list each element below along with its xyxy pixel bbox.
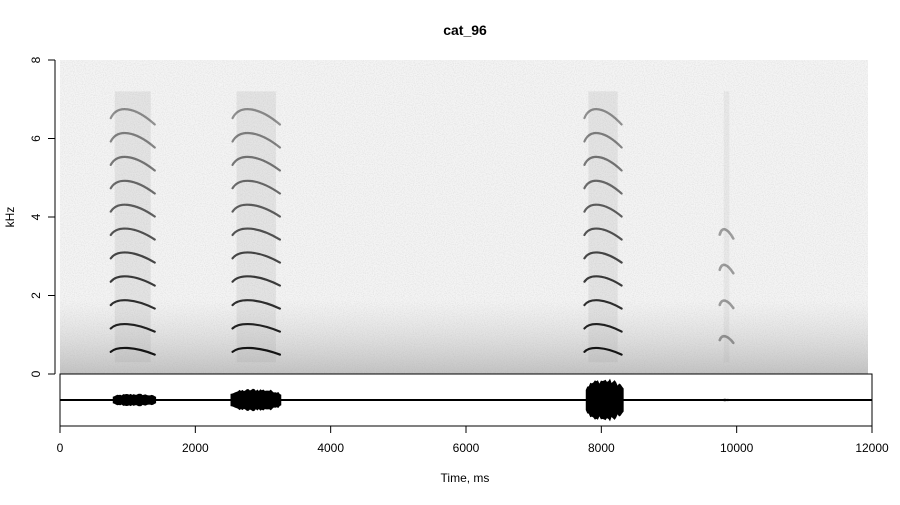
- harmonic-line: [109, 227, 156, 241]
- y-ticks: 0 2 4 6 8: [29, 56, 55, 377]
- call-smear: [114, 91, 151, 363]
- x-tick-label: 10000: [720, 441, 754, 455]
- harmonic-line: [583, 132, 623, 149]
- y-tick-label: 4: [29, 213, 43, 220]
- call-4: [718, 91, 735, 363]
- y-tick-label: 0: [29, 370, 43, 377]
- harmonic-line: [583, 179, 623, 195]
- x-tick-label: 4000: [317, 441, 344, 455]
- call-1: [109, 91, 156, 363]
- harmonic-line: [718, 334, 735, 345]
- x-tick-label: 12000: [855, 441, 889, 455]
- harmonic-line: [231, 132, 282, 149]
- waveform-burst-2: [230, 388, 282, 412]
- waveform-burst-4: [721, 398, 730, 402]
- y-tick-label: 8: [29, 56, 43, 63]
- harmonic-line: [109, 108, 156, 126]
- x-axis: 0 2000 4000 6000 8000 10000 12000: [57, 425, 889, 455]
- harmonic-line: [718, 263, 735, 275]
- waveform-burst-1: [112, 393, 157, 407]
- harmonic-line: [109, 323, 156, 333]
- harmonic-line: [231, 203, 282, 218]
- y-tick-label: 6: [29, 135, 43, 142]
- call-smear: [236, 91, 276, 363]
- harmonic-line: [231, 108, 282, 126]
- harmonic-line: [231, 251, 282, 264]
- oscillogram: [60, 378, 872, 422]
- harmonic-line: [231, 155, 282, 172]
- harmonic-line: [109, 275, 156, 287]
- x-axis-label: Time, ms: [441, 471, 490, 485]
- harmonic-line: [583, 155, 623, 172]
- y-axis-label: kHz: [3, 207, 17, 228]
- harmonic-line: [109, 346, 156, 356]
- chart-title: cat_96: [443, 22, 487, 38]
- harmonic-line: [718, 299, 735, 310]
- low-frequency-band: [60, 300, 868, 374]
- x-tick-label: 8000: [588, 441, 615, 455]
- harmonic-line: [109, 132, 156, 149]
- harmonic-line: [583, 203, 623, 218]
- harmonic-line: [583, 299, 623, 310]
- spectrogram-panel: [60, 60, 868, 374]
- call-smear: [588, 91, 618, 363]
- harmonic-line: [109, 203, 156, 218]
- x-ticks: 0 2000 4000 6000 8000 10000 12000: [57, 426, 889, 455]
- harmonic-line: [583, 323, 623, 333]
- call-2: [231, 91, 282, 363]
- harmonic-line: [231, 179, 282, 195]
- harmonic-line: [109, 179, 156, 195]
- harmonic-line: [109, 155, 156, 172]
- x-tick-label: 6000: [453, 441, 480, 455]
- spectrogram-y-axis: 0 2 4 6 8: [29, 56, 56, 377]
- x-tick-label: 2000: [182, 441, 209, 455]
- x-tick-label: 0: [57, 441, 64, 455]
- harmonic-line: [583, 227, 623, 241]
- harmonic-line: [231, 323, 282, 333]
- harmonic-line: [109, 251, 156, 264]
- call-smear: [723, 91, 730, 363]
- harmonic-line: [583, 108, 623, 126]
- harmonic-line: [231, 346, 282, 356]
- harmonic-line: [109, 299, 156, 310]
- harmonic-line: [583, 275, 623, 287]
- harmonic-line: [583, 251, 623, 264]
- calls-layer: [109, 91, 735, 363]
- harmonic-line: [231, 299, 282, 310]
- harmonic-line: [583, 346, 623, 356]
- waveform-burst-3: [585, 378, 624, 422]
- harmonic-line: [718, 228, 735, 240]
- harmonic-line: [231, 275, 282, 287]
- harmonic-line: [231, 227, 282, 241]
- call-3: [583, 91, 623, 363]
- y-tick-label: 2: [29, 292, 43, 299]
